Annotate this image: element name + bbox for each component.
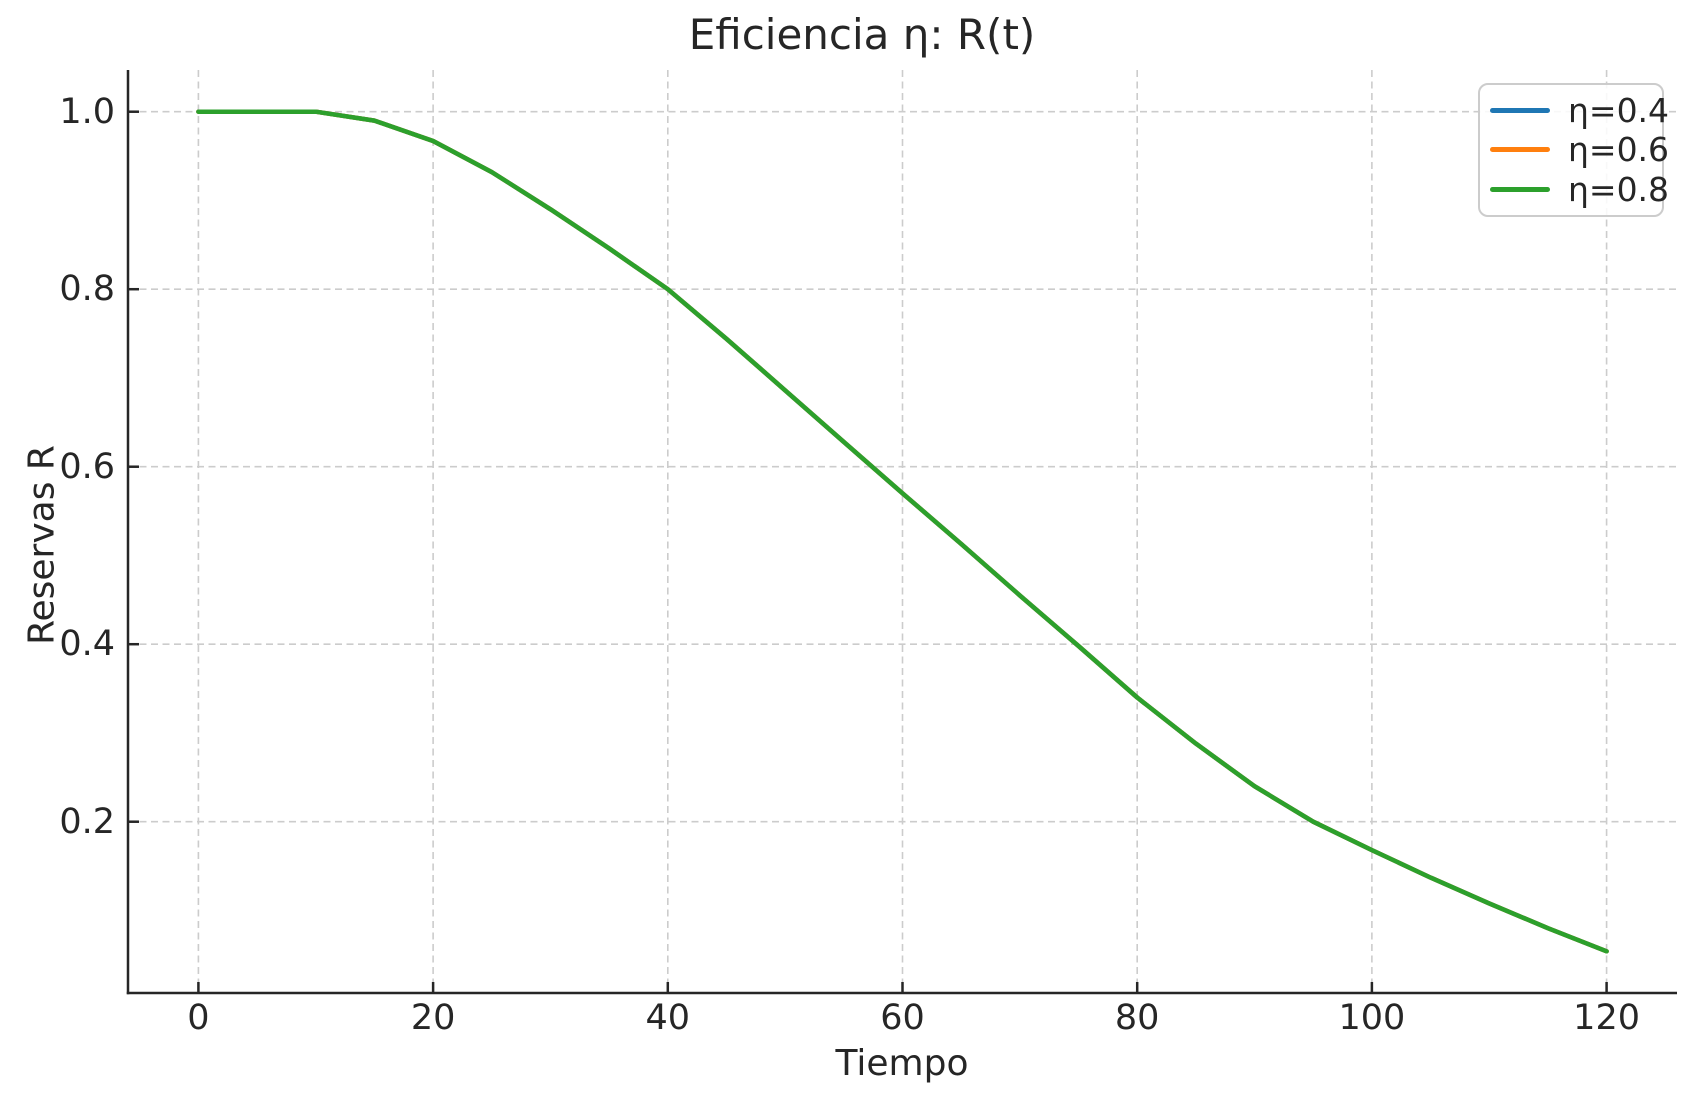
y-tick-label: 0.4 [59, 624, 115, 665]
x-tick-label: 0 [187, 998, 210, 1038]
x-tick-label: 100 [1338, 998, 1406, 1038]
chart-title: Eficiencia η: R(t) [688, 10, 1036, 59]
x-tick-label: 20 [410, 998, 456, 1038]
legend-label-eta-0.8: η=0.8 [1568, 169, 1670, 209]
legend-row: η=0.6 [1490, 133, 1669, 166]
y-tick-label: 0.6 [59, 446, 115, 487]
y-tick-label: 0.8 [59, 269, 115, 310]
y-tick-label: 0.2 [59, 801, 115, 842]
legend-label-eta-0.6: η=0.6 [1568, 130, 1670, 170]
x-tick-label: 60 [880, 998, 925, 1038]
legend-row: η=0.4 [1490, 94, 1669, 127]
x-axis-label: Tiempo [835, 1043, 969, 1084]
legend-swatch-eta-0.8 [1490, 186, 1550, 192]
legend-label-eta-0.4: η=0.4 [1568, 91, 1670, 131]
x-tick-label: 120 [1573, 998, 1640, 1038]
legend-swatch-eta-0.6 [1490, 147, 1550, 153]
legend: η=0.4 η=0.6 η=0.8 [1478, 83, 1669, 217]
series-line-η=0.8 [196, 109, 1609, 954]
legend-swatch-eta-0.4 [1490, 108, 1550, 114]
legend-row: η=0.8 [1490, 173, 1669, 206]
x-tick-label: 40 [645, 998, 691, 1038]
y-tick-label: 1.0 [59, 91, 115, 132]
x-tick-label: 80 [1114, 998, 1160, 1038]
